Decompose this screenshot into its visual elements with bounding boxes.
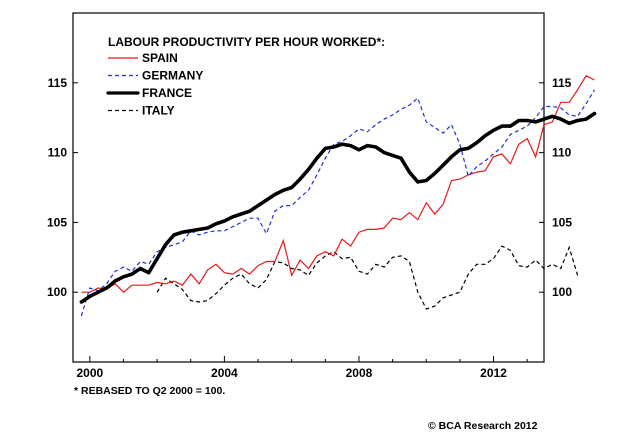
y-tick-label-right: 110 [552,146,572,160]
y-tick-label-left: 105 [47,215,67,229]
series-line-spain [81,75,595,294]
x-tick-label: 2000 [76,366,103,380]
plot-area [72,12,545,363]
series-line-italy [156,245,579,310]
legend-label-france: FRANCE [142,86,192,100]
series-line-france [79,111,597,304]
y-tick-label-left: 115 [48,76,68,90]
legend: LABOUR PRODUCTIVITY PER HOUR WORKED*: SP… [106,35,385,118]
series-lines [79,75,597,317]
footnote: * REBASED TO Q2 2000 = 100. [74,385,226,397]
y-tick-label-left: 100 [47,285,67,299]
copyright-credit: © BCA Research 2012 [428,420,538,432]
series-line-germany [80,89,596,317]
y-tick-label-right: 100 [552,285,572,299]
y-tick-label-right: 115 [552,76,572,90]
x-tick-label: 2012 [480,366,507,380]
legend-label-spain: SPAIN [142,51,178,65]
axis-ticks: 100 105 110 115 100 105 110 115 2000 2004 2008 2012 [47,76,572,380]
y-tick-label-left: 110 [48,146,68,160]
legend-label-italy: ITALY [142,104,175,118]
x-tick-label: 2008 [346,366,373,380]
y-tick-label-right: 105 [552,215,572,229]
x-tick-label: 2004 [211,366,238,380]
chart-title: LABOUR PRODUCTIVITY PER HOUR WORKED*: [108,35,385,49]
plot-frame [72,12,545,363]
legend-label-germany: GERMANY [142,69,203,83]
